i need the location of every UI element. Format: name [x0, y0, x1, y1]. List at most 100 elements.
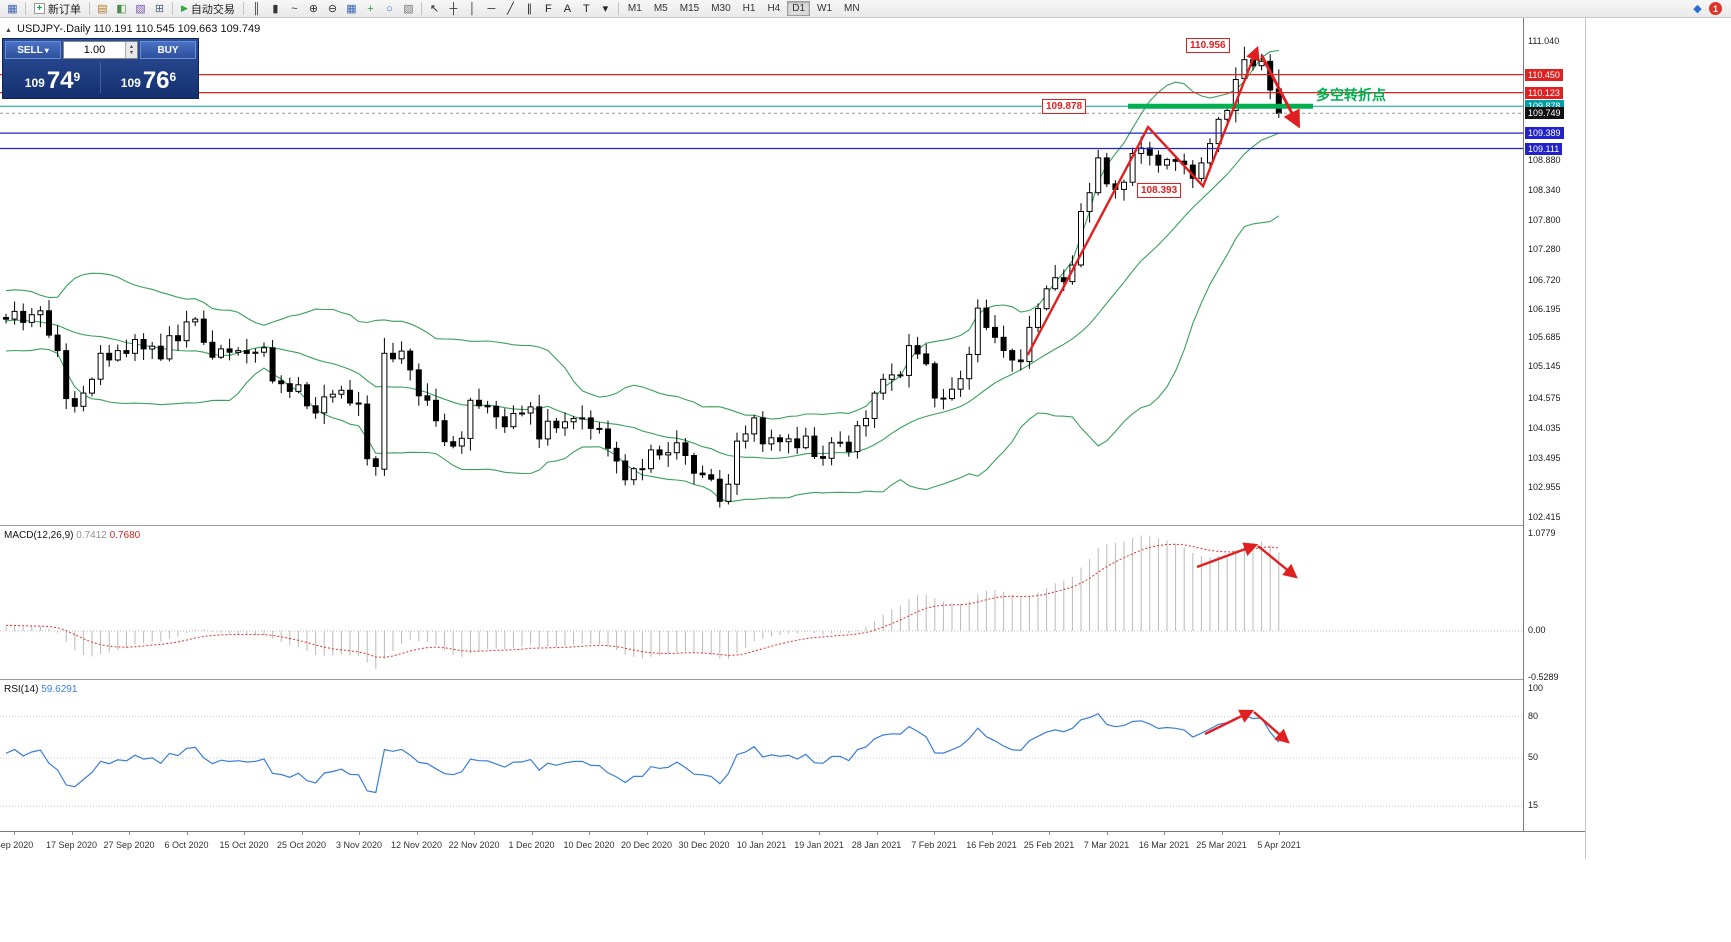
toolbar: ▦ + 新订单 ▤ ◧ ▧ ⊞ ▶ 自动交易 ║ ▮ ~ ⊕ ⊖ ▦ + ○ ▧ ↖ ┼ │ ─ ╱ ∥ F A T ▾… [0, 0, 1731, 18]
bollinger-band [5, 49, 1279, 420]
price-axis-label: 102.415 [1528, 512, 1561, 523]
chart-title-icon: ▲ [5, 27, 12, 34]
sell-price[interactable]: 109 74 9 [5, 59, 100, 96]
date-tick [819, 832, 820, 835]
volume-box: ▴▾ [63, 41, 138, 59]
price-axis-label: 104.035 [1528, 422, 1561, 433]
date-label: 6 Oct 2020 [164, 840, 209, 850]
indicators-icon[interactable]: + [367, 2, 374, 15]
candlestick-icon[interactable]: ▮ [272, 3, 279, 15]
horizontal-line-icon[interactable]: ─ [487, 2, 496, 15]
buy-price-pips: 76 [142, 67, 170, 94]
rsi-chart[interactable] [0, 681, 1523, 831]
one-click-trading-panel: SELL ▾ ▴▾ BUY 109 74 9 109 76 6 [2, 38, 199, 99]
date-axis[interactable]: Sep 2020 17 Sep 2020 27 Sep 2020 6 Oct 2020… [0, 831, 1585, 859]
price-axis[interactable]: 111.040 110.450 110.123 109.878 109.749 109.3… [1523, 18, 1585, 831]
sell-button[interactable]: SELL ▾ [5, 41, 61, 59]
timeframe-h4[interactable]: H4 [762, 1, 785, 16]
terminal-icon[interactable]: ⊞ [154, 3, 165, 15]
data-window-icon[interactable]: ◧ [116, 3, 127, 15]
date-tick [474, 832, 475, 835]
date-tick [129, 832, 130, 835]
label-icon[interactable]: T [583, 2, 590, 15]
volume-spinner[interactable]: ▴ ▾ [125, 42, 137, 58]
rsi-panel[interactable] [0, 681, 1523, 831]
toolbar-separator [89, 2, 90, 15]
timeframe-mn[interactable]: MN [839, 1, 865, 16]
chart-title: ▲ USDJPY-.Daily 110.191 110.545 109.663 … [5, 23, 260, 35]
price-axis-label: 106.195 [1528, 303, 1561, 314]
macd-arrow[interactable] [1196, 542, 1259, 569]
chart-window-icon[interactable]: ▦ [7, 3, 18, 15]
trendline-icon[interactable]: ╱ [507, 3, 514, 15]
rsi-arrow[interactable] [1253, 711, 1290, 744]
timeframe-d1[interactable]: D1 [787, 1, 811, 16]
buy-button[interactable]: BUY [140, 41, 196, 59]
line-chart-icon[interactable]: ~ [291, 2, 298, 15]
autotrading-play-icon: ▶ [181, 3, 188, 13]
macd-axis-label: 1.0779 [1528, 528, 1556, 539]
buy-label: BUY [157, 44, 179, 56]
sell-label: SELL [17, 44, 43, 56]
date-tick [416, 832, 418, 835]
price-axis-label: 105.685 [1528, 331, 1561, 342]
rsi-label: RSI(14) 59.6291 [4, 684, 77, 695]
periods-icon[interactable]: ○ [386, 2, 393, 15]
crosshair-icon[interactable]: ┼ [449, 2, 458, 15]
macd-arrow[interactable] [1257, 545, 1298, 579]
zoom-in-icon[interactable]: ⊕ [308, 3, 319, 15]
panel-divider[interactable] [0, 679, 1585, 680]
date-tick [991, 832, 993, 835]
zoom-out-icon[interactable]: ⊖ [327, 3, 338, 15]
cursor-icon[interactable]: ↖ [429, 3, 440, 15]
date-label: 20 Dec 2020 [620, 840, 673, 850]
templates-icon[interactable]: ▧ [403, 3, 414, 15]
timeframe-h1[interactable]: H1 [738, 1, 761, 16]
date-label: 10 Jan 2021 [736, 840, 787, 850]
bar-chart-icon[interactable]: ║ [252, 2, 261, 15]
timeframe-m5[interactable]: M5 [649, 1, 673, 16]
text-icon[interactable]: A [563, 2, 572, 15]
shapes-icon[interactable]: ▾ [602, 3, 609, 15]
rsi-arrow[interactable] [1204, 709, 1255, 736]
timeframe-m15[interactable]: M15 [675, 1, 704, 16]
macd-chart[interactable] [0, 527, 1523, 679]
volume-input[interactable] [64, 42, 125, 58]
community-icon[interactable]: ◆ [1693, 3, 1702, 15]
price-axis-label: 105.145 [1528, 361, 1561, 372]
price-chart[interactable] [0, 18, 1523, 525]
navigator-icon[interactable]: ▧ [135, 3, 146, 15]
buy-price[interactable]: 109 76 6 [101, 59, 196, 96]
sell-price-pips: 74 [46, 67, 74, 94]
date-tick [704, 832, 705, 835]
date-label: 10 Dec 2020 [563, 840, 615, 850]
date-label: 1 Dec 2020 [508, 840, 555, 850]
macd-panel[interactable] [0, 527, 1523, 679]
toolbar-separator [617, 2, 619, 15]
rsi-axis-label: 80 [1528, 710, 1539, 721]
new-order-icon: + [34, 3, 45, 14]
fibonacci-icon[interactable]: F [545, 2, 552, 15]
main-chart-panel[interactable] [0, 18, 1523, 525]
notification-badge[interactable]: 1 [1709, 2, 1722, 15]
timeframe-m30[interactable]: M30 [706, 1, 735, 16]
timeframe-m1[interactable]: M1 [623, 1, 647, 16]
trend-zigzag[interactable] [1026, 45, 1260, 356]
tile-windows-icon[interactable]: ▦ [346, 3, 357, 15]
new-order-button[interactable]: + 新订单 [29, 1, 86, 17]
rsi-line [5, 712, 1280, 794]
date-tick [1164, 832, 1165, 835]
toolbar-right-icons: ◆ [1688, 1, 1707, 17]
vertical-line-icon[interactable]: │ [468, 2, 476, 15]
panel-divider[interactable] [0, 525, 1585, 526]
macd-signal-line [5, 543, 1279, 658]
channel-icon[interactable]: ∥ [526, 3, 533, 15]
chart-ohlc: 110.191 110.545 109.663 109.749 [93, 23, 261, 35]
timeframe-w1[interactable]: W1 [812, 1, 837, 16]
date-tick [14, 832, 15, 835]
date-label: 22 Nov 2020 [448, 840, 500, 850]
market-watch-icon[interactable]: ▤ [97, 3, 108, 15]
autotrading-button[interactable]: ▶ 自动交易 [176, 1, 240, 17]
down-arrow[interactable] [1260, 54, 1300, 129]
chart-symbol: USDJPY-.Daily [17, 23, 91, 35]
